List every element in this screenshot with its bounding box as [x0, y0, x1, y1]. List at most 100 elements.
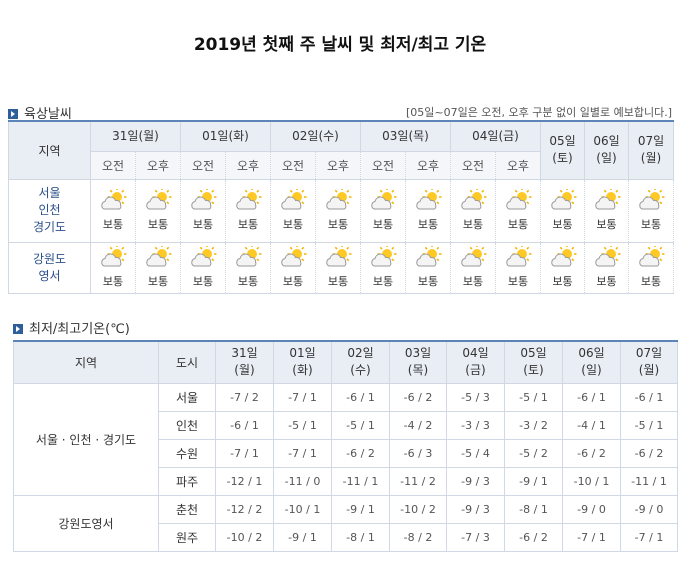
- forecast-cell: 보통: [628, 178, 674, 243]
- temperature-cell: -8 / 1: [331, 522, 390, 552]
- forecast-cell: 보통: [450, 241, 496, 294]
- temperature-cell: -9 / 3: [446, 494, 505, 524]
- temperature-cell: -7 / 1: [273, 438, 332, 468]
- day-header: 05일 (토): [540, 120, 585, 180]
- forecast-text: 보통: [237, 275, 259, 288]
- temperature-cell: -7 / 3: [446, 522, 505, 552]
- day-header: 31일 (월): [215, 340, 274, 384]
- forecast-text: 보통: [327, 218, 349, 231]
- weather-icon: [639, 187, 665, 210]
- forecast-note: [05일~07일은 오전, 오후 구분 없이 일별로 예보합니다.]: [405, 106, 672, 119]
- day-header: 31일(월): [90, 120, 181, 152]
- temperature-cell: -5 / 1: [620, 410, 678, 440]
- region-header: 지역: [13, 340, 159, 384]
- region-header: 지역: [8, 120, 91, 180]
- half-header: 오후: [225, 150, 271, 180]
- region-name: 강원도영서: [13, 494, 159, 552]
- forecast-cell: 보통: [360, 241, 406, 294]
- half-header: 오후: [495, 150, 541, 180]
- forecast-cell: 보통: [540, 178, 585, 243]
- header-row: 오전 오후 오전 오후 오전 오후 오전 오후 오전 오후: [9, 150, 674, 180]
- temperature-cell: -4 / 1: [562, 410, 621, 440]
- city-name: 춘천: [158, 494, 216, 524]
- temperature-cell: -9 / 1: [331, 494, 390, 524]
- temperature-cell: -6 / 2: [331, 438, 390, 468]
- day-header: 04일 (금): [446, 340, 505, 384]
- city-name: 수원: [158, 438, 216, 468]
- temperature-cell: -5 / 1: [273, 410, 332, 440]
- city-header: 도시: [158, 340, 216, 384]
- temperature-cell: -11 / 1: [331, 466, 390, 496]
- forecast-cell: 보통: [90, 178, 136, 243]
- temperature-table: 지역 도시 31일 (월) 01일 (화) 02일 (수) 03일 (목) 04일 (금) 0…: [13, 340, 678, 552]
- day-header: 07일 (월): [620, 340, 678, 384]
- region-name: 서울 · 인천 · 경기도: [13, 382, 159, 496]
- temperature-cell: -9 / 0: [620, 494, 678, 524]
- weather-icon: [416, 244, 442, 267]
- temperature-cell: -6 / 2: [389, 382, 447, 412]
- temperature-cell: -7 / 1: [562, 522, 621, 552]
- forecast-cell: 보통: [180, 178, 226, 243]
- temperature-cell: -6 / 2: [620, 438, 678, 468]
- forecast-cell: 보통: [628, 241, 674, 294]
- weather-icon: [506, 244, 532, 267]
- forecast-cell: 보통: [495, 241, 541, 294]
- day-header: 02일 (수): [331, 340, 390, 384]
- temperature-cell: -7 / 1: [273, 382, 332, 412]
- header-row: 지역 31일(월) 01일(화) 02일(수) 03일(목) 04일(금) 05일 (토) 0…: [8, 120, 674, 180]
- temperature-cell: -12 / 1: [215, 466, 274, 496]
- forecast-text: 보통: [102, 275, 124, 288]
- half-header: 오후: [135, 150, 181, 180]
- half-header: 오전: [270, 150, 316, 180]
- weather-icon: [191, 187, 217, 210]
- temperature-cell: -10 / 2: [215, 522, 274, 552]
- forecast-text: 보통: [462, 275, 484, 288]
- forecast-cell: 보통: [315, 241, 361, 294]
- day-header: 06일 (일): [562, 340, 621, 384]
- weather-icon: [371, 187, 397, 210]
- forecast-cell: 보통: [315, 178, 361, 243]
- temperature-cell: -6 / 1: [562, 382, 621, 412]
- city-name: 원주: [158, 522, 216, 552]
- forecast-text: 보통: [192, 218, 214, 231]
- weather-icon: [236, 244, 262, 267]
- city-name: 서울: [158, 382, 216, 412]
- half-header: 오후: [315, 150, 361, 180]
- forecast-text: 보통: [552, 275, 573, 288]
- forecast-text: 보통: [507, 218, 529, 231]
- forecast-text: 보통: [102, 218, 124, 231]
- section-header: 육상날씨: [8, 103, 72, 122]
- forecast-cell: 보통: [270, 241, 316, 294]
- city-row: 강원도영서 춘천 -12 / 2 -10 / 1 -9 / 1 -10 / 2 -9 / 3…: [13, 494, 678, 552]
- day-header: 01일 (화): [273, 340, 332, 384]
- weather-icon: [281, 187, 307, 210]
- weather-icon: [326, 244, 352, 267]
- header-row: 지역 도시 31일 (월) 01일 (화) 02일 (수) 03일 (목) 04일 (금) 0…: [13, 340, 678, 384]
- day-header: 03일 (목): [389, 340, 447, 384]
- day-header: 05일 (토): [504, 340, 563, 384]
- section-header: 최저/최고기온(℃): [13, 318, 130, 337]
- weather-icon: [146, 187, 172, 210]
- forecast-text: 보통: [507, 275, 529, 288]
- forecast-cell: 보통: [90, 241, 136, 294]
- temperature-cell: -11 / 2: [389, 466, 447, 496]
- section-icon: [8, 109, 18, 119]
- forecast-cell: 보통: [225, 178, 271, 243]
- forecast-text: 보통: [147, 218, 169, 231]
- temperature-cell: -6 / 2: [504, 522, 563, 552]
- forecast-cell: 보통: [450, 178, 496, 243]
- city-row: 원주 -10 / 2 -9 / 1 -8 / 1 -8 / 2 -7 / 3 -6 / 2-…: [14, 522, 678, 552]
- half-header: 오전: [180, 150, 226, 180]
- forecast-text: 보통: [417, 275, 439, 288]
- forecast-cell: 보통: [270, 178, 316, 243]
- forecast-text: 보통: [147, 275, 169, 288]
- weather-icon: [594, 244, 620, 267]
- city-row: 수원 -7 / 1 -7 / 1 -6 / 2 -6 / 3 -5 / 4 -5 / 2 -6…: [14, 438, 678, 468]
- temperature-cell: -5 / 4: [446, 438, 505, 468]
- weather-icon: [461, 187, 487, 210]
- weather-icon: [506, 187, 532, 210]
- day-header: 02일(수): [270, 120, 361, 152]
- half-header: 오전: [360, 150, 406, 180]
- forecast-cell: 보통: [405, 241, 451, 294]
- weather-icon: [550, 244, 576, 267]
